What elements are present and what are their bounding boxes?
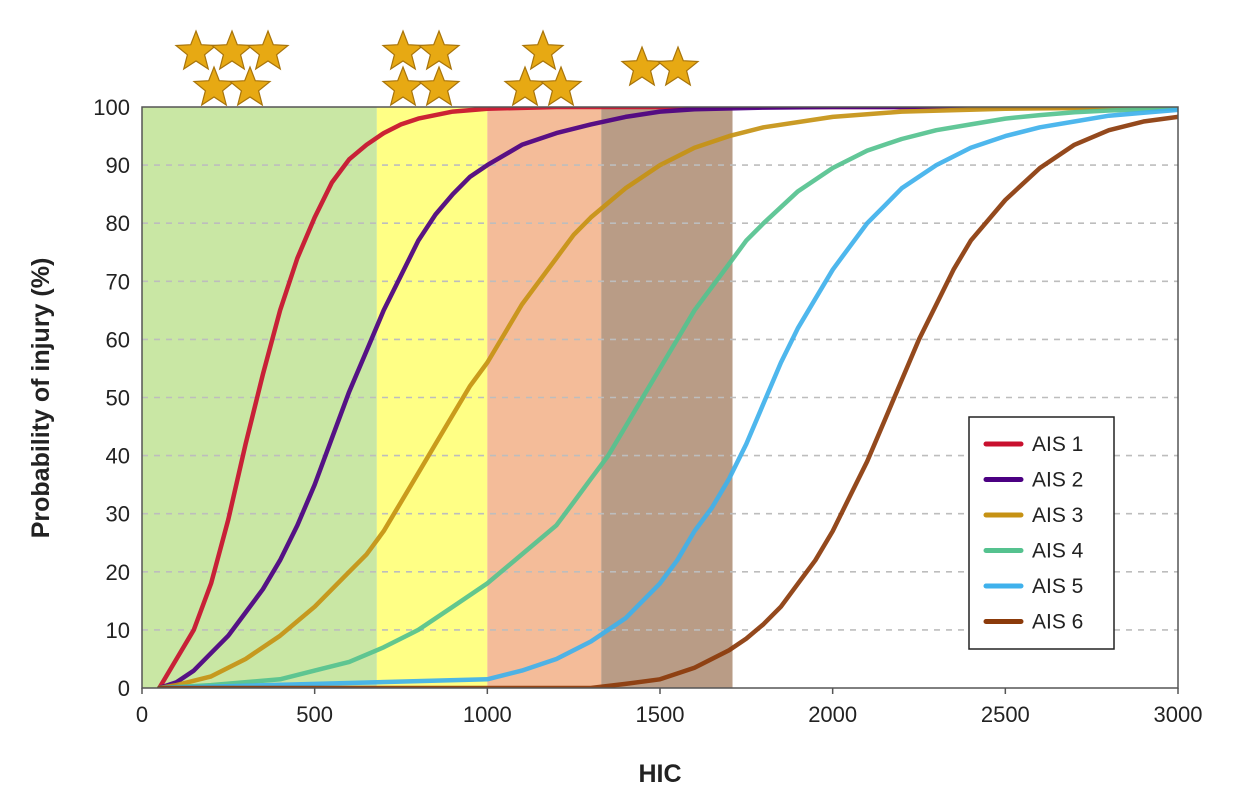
y-axis-title: Probability of injury (%) xyxy=(27,258,55,539)
y-tick-label: 10 xyxy=(106,618,130,643)
series-line-ais-5 xyxy=(157,107,1178,688)
legend-label: AIS 5 xyxy=(1032,575,1083,598)
y-tick-label: 30 xyxy=(106,502,130,527)
star-icon xyxy=(246,29,290,71)
series-line-ais-1 xyxy=(157,107,1178,688)
legend: AIS 1 AIS 2 AIS 3 AIS 4 AIS 5 AIS 6 xyxy=(968,416,1115,650)
axis-ticks: 0 500 1000 1500 2000 2500 3000 0 10 20 30 40 50 60 70 8… xyxy=(93,95,1202,727)
x-tick-label: 2500 xyxy=(981,702,1030,727)
series-lines xyxy=(157,107,1178,688)
y-tick-label: 70 xyxy=(106,269,130,294)
star-icon xyxy=(521,29,565,71)
y-tick-label: 100 xyxy=(93,95,130,120)
legend-box xyxy=(968,416,1115,650)
y-tick-label: 90 xyxy=(106,153,130,178)
star-icon xyxy=(503,65,547,107)
star-icon xyxy=(381,29,425,71)
y-tick-label: 80 xyxy=(106,211,130,236)
star-icon xyxy=(174,29,218,71)
star-icon xyxy=(228,65,272,107)
series-line-ais-3 xyxy=(157,107,1178,688)
star-icon xyxy=(539,65,583,107)
y-tick-label: 60 xyxy=(106,327,130,352)
star-icon xyxy=(417,65,461,107)
x-tick-label: 0 xyxy=(136,702,148,727)
legend-label: AIS 3 xyxy=(1032,504,1083,527)
star-icon xyxy=(656,45,700,87)
series-line-ais-6 xyxy=(157,114,1178,688)
series-line-ais-4 xyxy=(157,107,1178,688)
star-icon xyxy=(381,65,425,107)
legend-label: AIS 6 xyxy=(1032,611,1083,634)
x-tick-label: 3000 xyxy=(1154,702,1203,727)
x-tick-label: 500 xyxy=(296,702,333,727)
series-line-ais-2 xyxy=(157,107,1178,688)
star-icon xyxy=(210,29,254,71)
legend-label: AIS 1 xyxy=(1032,433,1083,456)
star-icon xyxy=(620,45,664,87)
x-axis-title: HIC xyxy=(638,760,681,788)
y-tick-label: 20 xyxy=(106,560,130,585)
y-tick-label: 50 xyxy=(106,386,130,411)
legend-label: AIS 4 xyxy=(1032,540,1084,563)
legend-label: AIS 2 xyxy=(1032,469,1083,492)
star-icon xyxy=(417,29,461,71)
x-tick-label: 2000 xyxy=(808,702,857,727)
star-ratings xyxy=(174,29,700,107)
x-tick-label: 1500 xyxy=(636,702,685,727)
y-tick-label: 40 xyxy=(106,444,130,469)
star-icon xyxy=(192,65,236,107)
y-tick-label: 0 xyxy=(118,676,130,701)
gridlines xyxy=(142,164,1178,631)
x-tick-label: 1000 xyxy=(463,702,512,727)
